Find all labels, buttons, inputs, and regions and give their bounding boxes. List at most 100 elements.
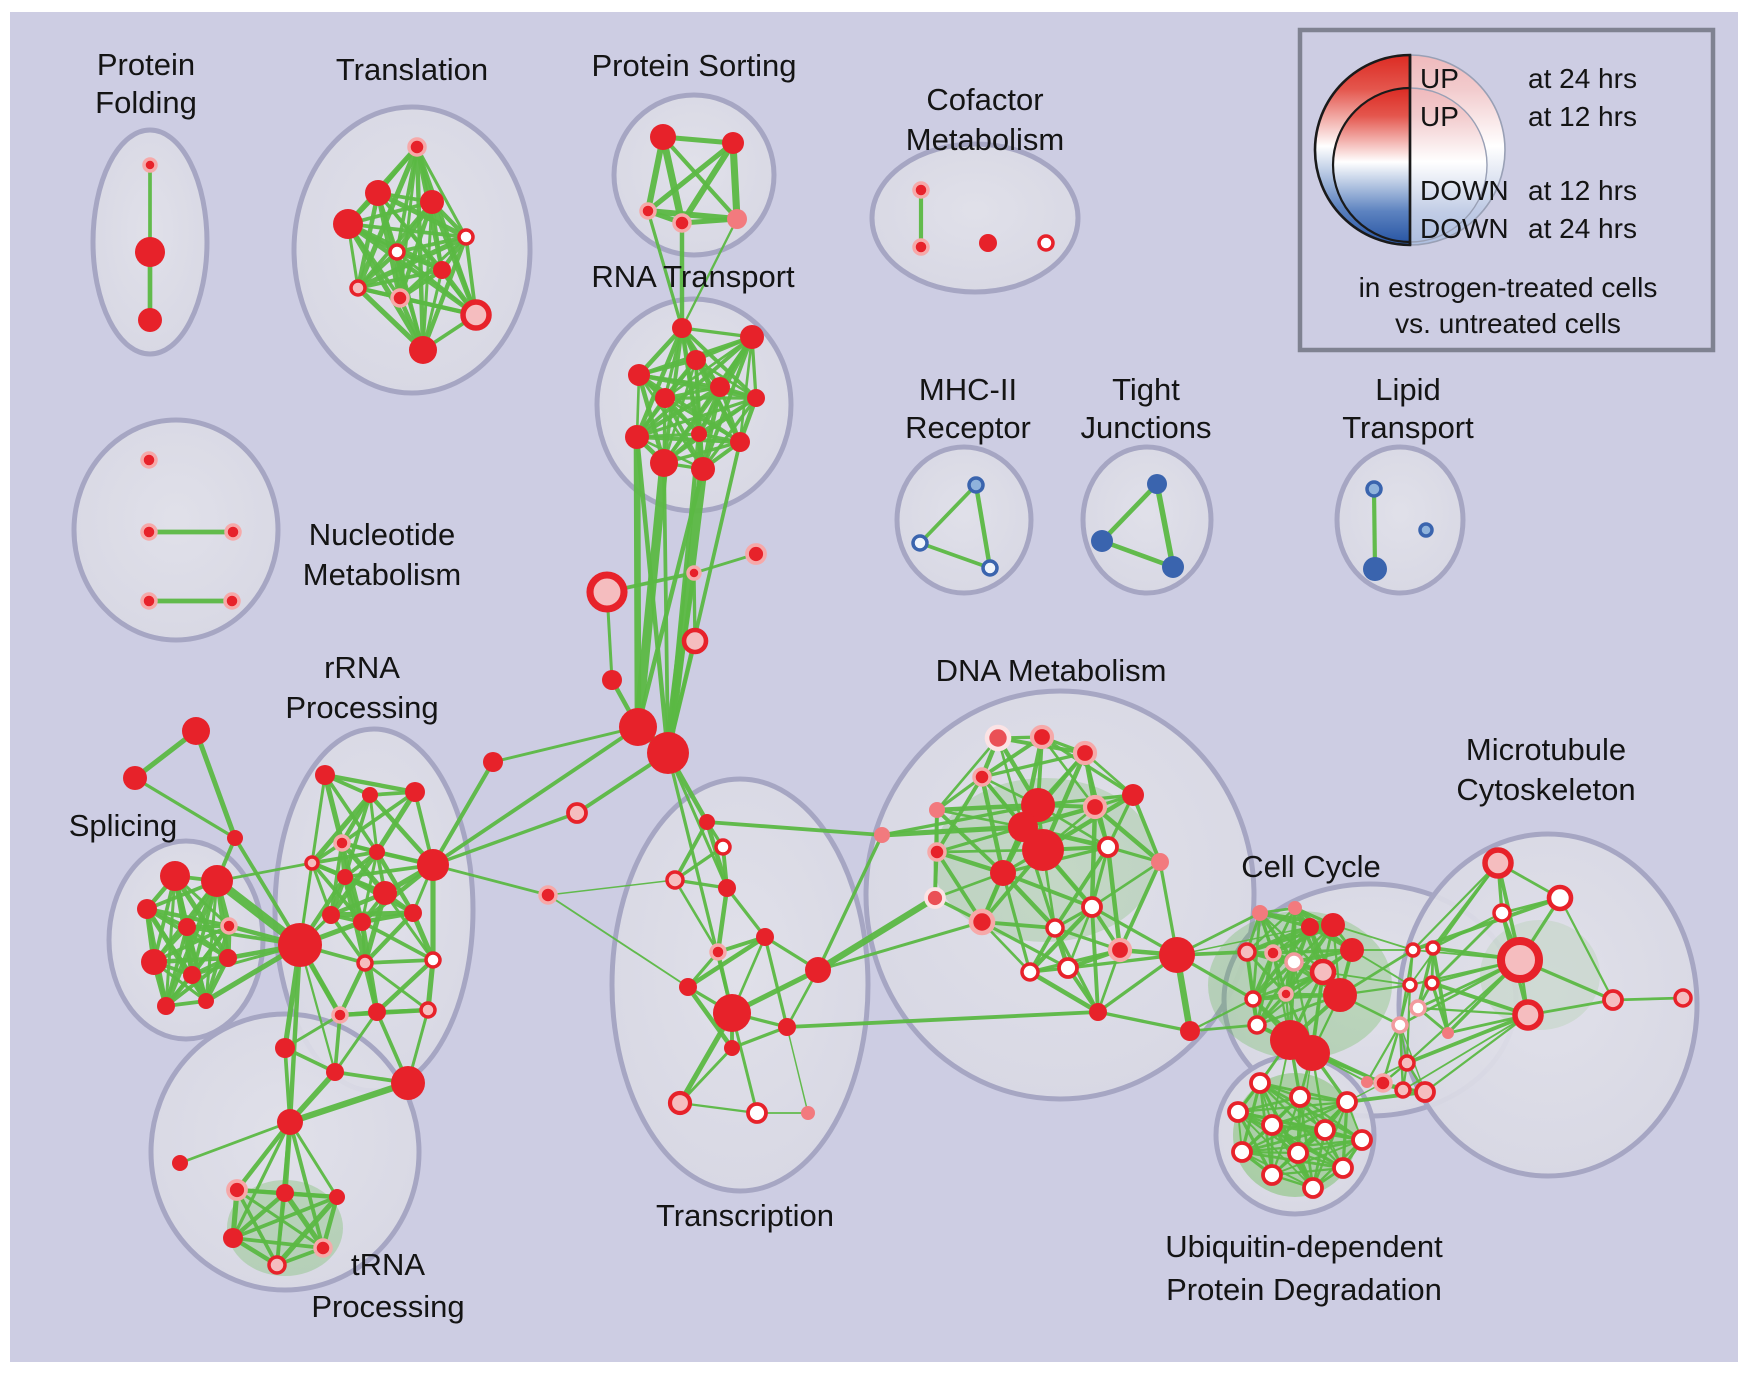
node-red-solid [756,928,774,946]
edge [329,913,367,965]
edge [333,1010,379,1074]
node-red-ring-white-core [746,1102,768,1124]
edge [680,326,758,400]
edge [1099,538,1176,570]
edge [231,1195,339,1240]
node-red-ring-white-core [1020,962,1040,982]
edge [1001,871,1032,974]
cluster-label-dna-metabolism: DNA Metabolism [936,653,1167,688]
edge [363,961,430,1012]
node-red-ring-pink-core [419,1001,437,1019]
edge [1411,861,1500,952]
edge [164,925,189,1008]
edge [286,1079,412,1126]
edge [980,920,1070,970]
edge [786,1026,809,1114]
node-pink-ring-white-core [1391,1016,1409,1034]
edge [310,850,379,865]
node-red-solid [672,318,692,338]
node-red-solid [160,861,190,891]
edge [133,776,237,840]
node-red-solid [713,994,751,1032]
edge [725,886,767,939]
node-red-solid [650,449,678,477]
edge [1258,911,1335,927]
node-red-ring-pink-core [566,802,588,824]
edge [547,894,689,988]
node-red-ring-pink-core [1394,1081,1412,1099]
node-pink-ring-red-core [1107,937,1133,963]
cluster-label-lipid-transport: Transport [1342,410,1474,445]
node-red-ring-pink-core [1512,999,1544,1031]
edge [215,861,314,883]
edge [1271,1139,1363,1176]
node-red-solid [365,180,391,206]
node-red-solid [137,899,157,919]
edge [1430,981,1450,1035]
node-pink-solid [929,802,945,818]
node-red-ring-white-core [457,228,475,246]
node-red-solid [157,997,175,1015]
node-red-solid [686,350,706,370]
node-red-ring-pink-core [667,1090,693,1116]
edge [355,144,420,291]
node-red-solid [628,364,650,386]
edge [1188,997,1255,1033]
node-red-solid [405,782,425,802]
node-red-solid [679,978,697,996]
cluster-label-mhc-ii-receptor: Receptor [905,410,1031,445]
cluster-label-lipid-transport: Lipid [1375,372,1441,407]
node-red-solid [1159,937,1195,973]
node-red-solid [740,325,764,349]
node-red-solid [625,425,649,449]
edge [547,879,676,896]
node-red-ring-white-core [424,951,442,969]
node-red-solid [369,844,385,860]
node-red-ring-pink-core [1237,942,1257,962]
node-red-ring-white-core [1302,1177,1324,1199]
edge [374,849,416,916]
edge [230,1190,288,1241]
cluster-label-tight-junctions: Junctions [1081,410,1212,445]
cluster-ellipse-tight-junctions [1080,444,1214,596]
edge [274,1194,340,1268]
edge [701,396,758,471]
node-red-ring-white-core [1425,940,1441,956]
edges [132,133,1685,1268]
node-pink-ring-red-core [912,238,930,256]
node-red-solid [805,957,831,983]
edge [1365,1023,1402,1084]
node-pink-ring-red-core [1029,724,1055,750]
node-red-solid [1321,913,1345,937]
node-blue-ring-lightblue-core [967,476,985,494]
cluster-label-cell-cycle: Cell Cycle [1241,849,1381,884]
node-red-solid [691,457,715,481]
legend-direction-label: UP [1420,101,1459,132]
node-blue-ring-lightblue-core [1365,480,1383,498]
legend-time-label: at 12 hrs [1528,101,1637,132]
edge [420,234,469,353]
edge [678,1046,734,1105]
node-red-solid [404,904,422,922]
edge [1154,481,1176,570]
node-red-solid [329,1189,345,1205]
node-red-solid [650,124,676,150]
edge [678,139,737,227]
edge [1423,1013,1530,1094]
cluster-label-trna-processing: Processing [311,1289,464,1324]
edge [979,774,1006,876]
node-pink-solid [874,827,890,843]
node-red-solid [1180,1021,1200,1041]
node-red-solid [619,708,657,746]
node-pink-ring-white-core [1409,999,1427,1017]
node-blue-solid [1363,557,1387,581]
node-pink-ring-red-core [639,202,657,220]
edge [633,433,642,731]
node-red-solid [275,1038,295,1058]
node-red-ring-pink-core [1673,988,1693,1008]
edge [355,249,400,291]
edge [1270,1095,1302,1177]
edge [395,250,478,317]
edge [1430,981,1530,1017]
